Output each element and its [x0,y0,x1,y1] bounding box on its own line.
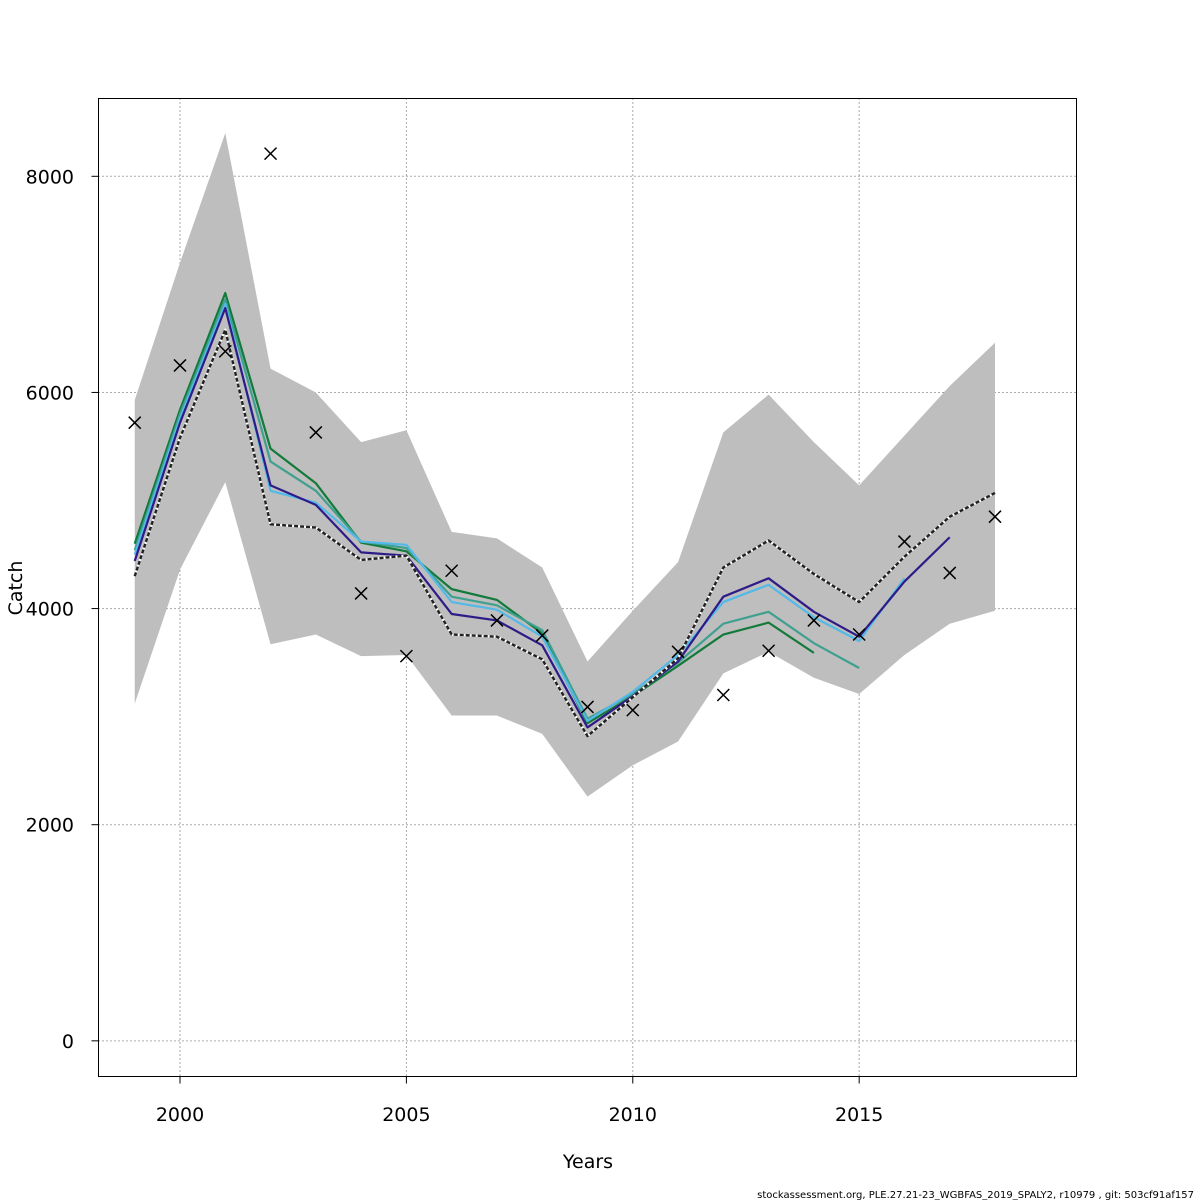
observed-catch-point [762,644,776,658]
y-tick-label: 2000 [26,815,74,837]
observed-catch-point [943,566,957,580]
y-axis-title: Catch [5,561,27,616]
observed-catch-point [580,700,595,714]
observed-catch-point [897,535,911,549]
observed-catch-point [218,344,232,358]
plot-frame [98,98,1077,1077]
x-tick-label: 2015 [835,1104,883,1126]
base-estimate-line [133,328,996,738]
observed-catch-point [264,147,278,161]
series-lines [133,291,996,738]
observed-catch-point [626,703,640,717]
observed-catch-point [988,510,1002,524]
x-tick-label: 2000 [156,1104,204,1126]
observed-catch-point [354,586,368,600]
series-line-s2017 [133,307,951,729]
observed-catch-point [173,358,187,372]
axis-ticks: 2000 2005 2010 2015 0 2000 4000 6000 8000 [26,166,884,1126]
series-line-s2014 [133,291,815,725]
y-tick-label: 0 [62,1031,74,1053]
x-tick-label: 2005 [382,1104,430,1126]
observed-points [128,147,1002,717]
observed-catch-point [716,688,730,702]
observed-catch-point [399,649,413,663]
observed-catch-point [490,613,504,627]
observed-catch-point [807,613,821,627]
observed-catch-point [852,627,866,642]
series-line-s2015 [133,298,860,720]
footer-source-text: stockassessment.org, PLE.27.21-23_WGBFAS… [757,1190,1194,1200]
observed-catch-point [309,425,323,439]
x-axis-title: Years [562,1151,613,1173]
observed-catch-point [671,645,685,659]
y-tick-label: 8000 [26,166,74,188]
observed-catch-point [128,416,142,430]
x-tick-label: 2010 [609,1104,657,1126]
observed-catch-point [535,629,549,643]
observed-catch-point [445,564,459,578]
y-tick-label: 6000 [26,382,74,404]
y-tick-label: 4000 [26,599,74,621]
